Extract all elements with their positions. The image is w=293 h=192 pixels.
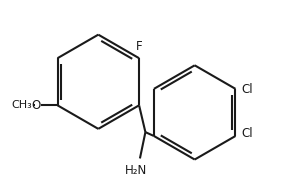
Text: Cl: Cl [241, 127, 253, 140]
Text: CH₃: CH₃ [11, 100, 32, 110]
Text: H₂N: H₂N [125, 164, 147, 177]
Text: Cl: Cl [241, 84, 253, 96]
Text: O: O [31, 99, 41, 112]
Text: F: F [136, 40, 142, 53]
